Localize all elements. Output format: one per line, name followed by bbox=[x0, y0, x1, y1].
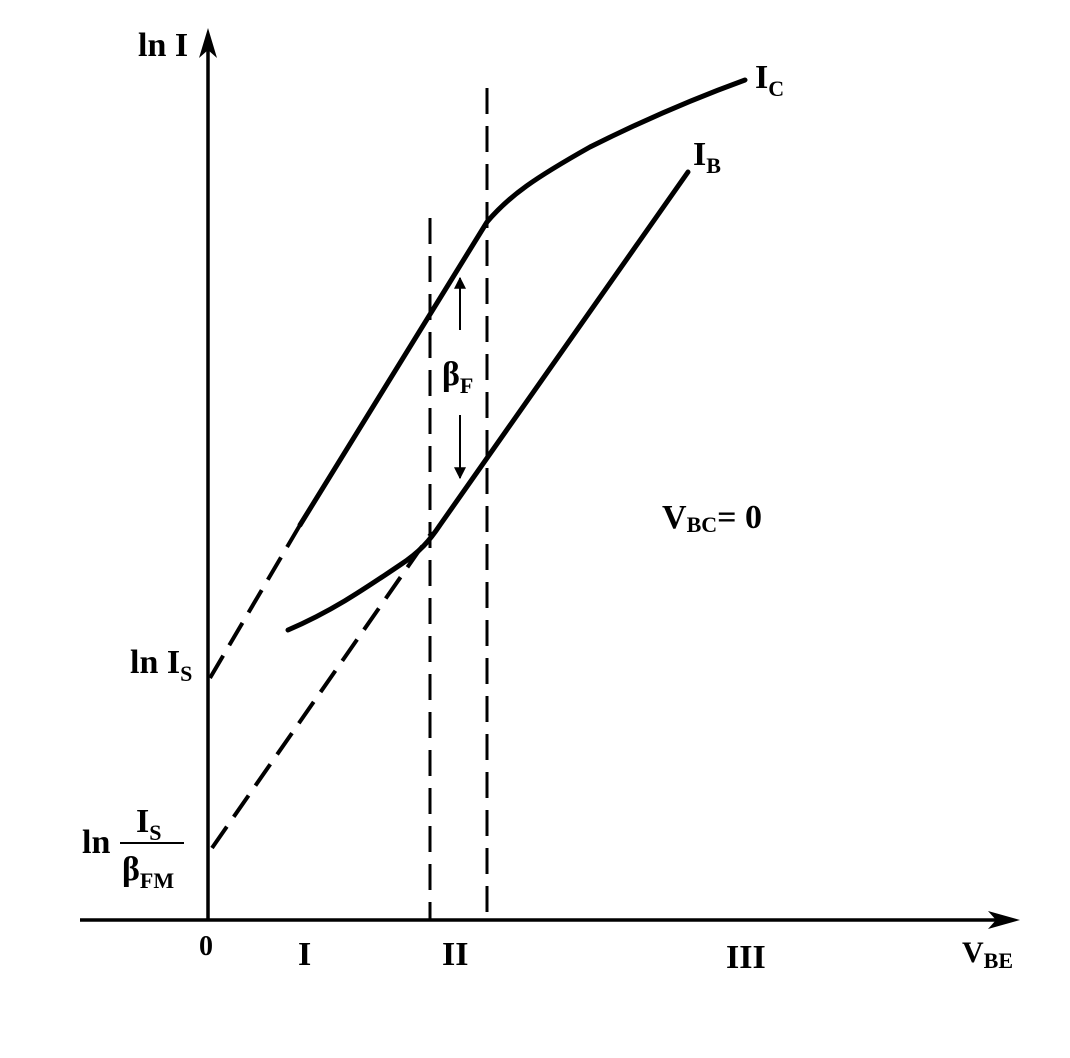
origin-label: 0 bbox=[199, 931, 213, 962]
x-axis-arrow bbox=[988, 911, 1020, 929]
y-axis-arrow bbox=[199, 28, 217, 58]
ln-frac-prefix: ln bbox=[82, 824, 110, 861]
ic-label: IC bbox=[755, 59, 784, 101]
x-axis-label: VBE bbox=[962, 936, 1013, 973]
y-axis-label: ln I bbox=[138, 27, 188, 64]
ln-frac-numerator: IS bbox=[136, 803, 161, 845]
ib-curve-extrapolation bbox=[210, 530, 434, 850]
ib-curve bbox=[285, 169, 691, 633]
ic-curve-extrapolation bbox=[208, 523, 302, 680]
condition-label: VBC= 0 bbox=[662, 499, 762, 537]
ln-is-label: ln IS bbox=[130, 644, 192, 686]
beta-f-label: βF bbox=[442, 356, 473, 398]
region-label-1: I bbox=[298, 936, 311, 973]
ln-frac-denominator: βFM bbox=[122, 851, 174, 893]
ib-label: IB bbox=[693, 136, 721, 178]
ic-curve bbox=[297, 77, 748, 528]
region-label-2: II bbox=[442, 936, 468, 973]
region-label-3: III bbox=[726, 939, 766, 976]
